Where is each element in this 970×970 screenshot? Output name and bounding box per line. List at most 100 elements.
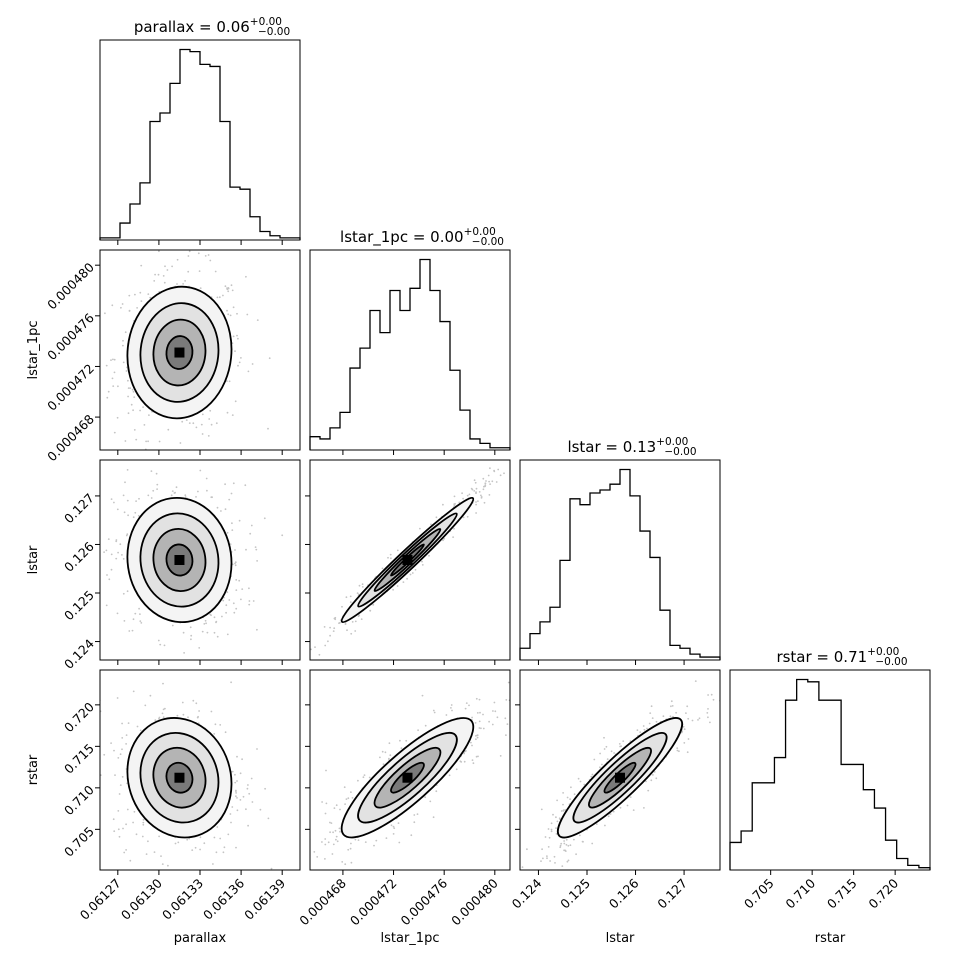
sample-point xyxy=(324,843,327,846)
sample-point xyxy=(538,875,540,877)
sample-point xyxy=(122,494,125,497)
sample-point xyxy=(514,463,516,465)
panel-body-parallax-vs-lstar xyxy=(103,469,284,660)
sample-point xyxy=(619,806,622,809)
sample-point xyxy=(229,813,232,815)
sample-point xyxy=(177,841,180,844)
sample-point xyxy=(239,799,242,801)
sample-point xyxy=(139,613,141,615)
title-parallax: parallax = 0.06+0.00 −0.00 xyxy=(134,16,290,38)
sample-point xyxy=(116,508,119,511)
sample-point xyxy=(161,712,164,715)
sample-point xyxy=(222,599,225,602)
hist-panel-parallax: parallax = 0.06+0.00 −0.00 xyxy=(99,16,301,241)
sample-point xyxy=(105,461,107,463)
sample-point xyxy=(603,748,606,750)
sample-point xyxy=(125,849,127,851)
sample-point xyxy=(379,756,381,759)
panel-body-parallax-vs-rstar xyxy=(100,681,273,870)
x-tick-label-lstar_1pc: 0.000468 xyxy=(296,875,349,928)
sample-point xyxy=(145,493,147,495)
sample-point xyxy=(372,604,375,606)
sample-point xyxy=(560,810,563,812)
sample-point xyxy=(526,848,528,851)
sample-point xyxy=(468,704,470,707)
sample-point xyxy=(231,522,233,525)
sample-point xyxy=(610,750,613,753)
sample-point xyxy=(175,486,178,489)
sample-point xyxy=(224,285,227,288)
sample-point xyxy=(499,755,502,757)
x-axis-label-lstar: lstar xyxy=(606,931,635,946)
sample-point xyxy=(143,424,146,426)
sample-point xyxy=(511,873,513,875)
sample-point xyxy=(643,728,646,731)
sample-point xyxy=(188,250,191,253)
sample-point xyxy=(513,887,515,889)
title-upper-error: +0.00 xyxy=(464,226,496,238)
sample-point xyxy=(189,626,192,629)
sample-point xyxy=(465,702,468,704)
sample-point xyxy=(694,680,697,682)
sample-point xyxy=(117,757,120,759)
sample-point xyxy=(393,827,396,830)
sample-point xyxy=(135,500,137,502)
sample-point xyxy=(163,644,166,647)
sample-point xyxy=(562,803,564,806)
sample-point xyxy=(125,734,128,736)
sample-point xyxy=(565,843,568,846)
sample-point xyxy=(599,752,601,755)
sample-point xyxy=(158,835,160,838)
sample-point xyxy=(163,281,166,284)
sample-point xyxy=(237,337,239,340)
sample-point xyxy=(154,719,157,721)
sample-point xyxy=(432,709,435,712)
sample-point xyxy=(210,423,213,426)
panel-body-lstar_1pc-vs-rstar xyxy=(310,681,510,866)
sample-point xyxy=(214,270,217,273)
sample-point xyxy=(351,797,354,799)
histogram-lstar_1pc xyxy=(309,258,511,450)
sample-point xyxy=(110,553,113,556)
sample-point xyxy=(132,821,134,824)
sample-point xyxy=(477,500,479,502)
sample-point xyxy=(463,760,466,763)
sample-point xyxy=(201,630,204,633)
sample-point xyxy=(121,748,123,751)
sample-point xyxy=(167,864,169,867)
sample-point xyxy=(544,836,547,838)
sample-point xyxy=(235,607,238,610)
sample-point xyxy=(152,489,155,492)
sample-point xyxy=(321,841,323,843)
sample-point xyxy=(579,834,581,837)
sample-point xyxy=(156,488,158,490)
sample-point xyxy=(118,835,121,838)
sample-point xyxy=(357,779,359,782)
sample-point xyxy=(138,497,140,500)
sample-point xyxy=(157,273,160,276)
sample-point xyxy=(400,747,403,750)
sample-point xyxy=(116,612,119,615)
sample-point xyxy=(290,680,292,682)
sample-point xyxy=(358,614,361,617)
sample-point xyxy=(390,557,392,560)
sample-point xyxy=(235,846,237,849)
sample-point xyxy=(599,766,601,769)
sample-point xyxy=(669,715,672,718)
sample-point xyxy=(396,585,399,587)
sample-point xyxy=(465,750,467,752)
sample-point xyxy=(252,600,255,602)
sample-point xyxy=(121,303,124,305)
sample-point xyxy=(687,717,690,720)
sample-point xyxy=(122,558,125,560)
sample-point xyxy=(707,708,709,710)
sample-point xyxy=(224,508,227,511)
sample-point xyxy=(482,477,485,480)
sample-point xyxy=(475,697,478,700)
sample-point xyxy=(649,712,652,714)
sample-point xyxy=(567,859,570,862)
x-tick-label-parallax: 0.06133 xyxy=(159,876,206,923)
sample-point xyxy=(463,752,465,755)
histogram-parallax xyxy=(99,48,301,240)
sample-point xyxy=(333,807,336,809)
